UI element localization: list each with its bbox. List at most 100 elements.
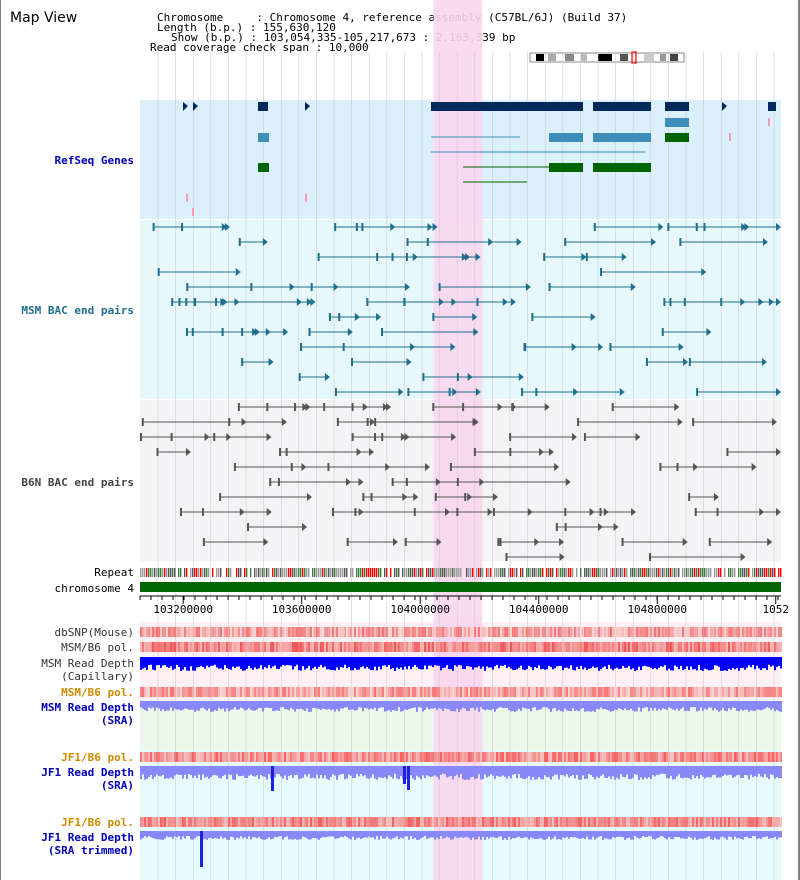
jf1-sra-depth-bar — [438, 766, 440, 780]
msm-depth-sra-label-1[interactable]: MSM Read Depth — [41, 701, 134, 714]
jf1-trimmed-depth-bar — [528, 831, 530, 840]
msm-b6-pol-sra-cell — [228, 687, 230, 697]
msm-capillary-depth-bar — [198, 657, 200, 667]
msm-sra-depth-bar — [630, 701, 632, 709]
msm-sra-depth-bar — [774, 701, 776, 712]
msm-b6-pol-label[interactable]: MSM/B6 pol. — [61, 641, 134, 654]
dbsnp-cell — [446, 627, 448, 637]
msm-capillary-depth-bar — [736, 657, 738, 669]
repeat-mark — [538, 568, 540, 577]
msm-sra-depth-bar — [610, 701, 612, 712]
msm-b6-pol-sra-cell — [772, 687, 774, 697]
msm-sra-depth-bar — [208, 701, 210, 709]
jf1-b6-pol-cell — [558, 752, 560, 762]
msm-b6-pol-sra-label[interactable]: MSM/B6 pol. — [61, 686, 134, 699]
jf1-b6-pol-cell — [324, 752, 326, 762]
msm-b6-pol-sra-cell — [730, 687, 732, 697]
dbsnp-cell — [394, 627, 396, 637]
jf1-b6-pol-trimmed-cell — [564, 817, 566, 827]
msm-capillary-depth-bar — [744, 657, 746, 670]
jf1-b6-pol-trimmed-cell — [288, 817, 290, 827]
msm-b6-pol-cell — [668, 642, 670, 652]
jf1-b6-pol-cell — [762, 752, 764, 762]
msm-capillary-depth-bar — [356, 657, 358, 670]
jf1-b6-pol-cell — [394, 752, 396, 762]
msm-b6-pol-cell — [372, 642, 374, 652]
msm-capillary-depth-bar — [304, 657, 306, 670]
msm-b6-pol-cell — [502, 642, 504, 652]
msm-capillary-depth-bar — [666, 657, 668, 671]
dbsnp-cell — [210, 627, 212, 637]
jf1-depth-sra-label-1[interactable]: JF1 Read Depth — [41, 766, 134, 779]
jf1-sra-depth-bar — [500, 766, 502, 777]
dbsnp-cell — [472, 627, 474, 637]
msm-b6-pol-sra-cell — [146, 687, 148, 697]
jf1-b6-pol-trimmed-cell — [174, 817, 176, 827]
msm-capillary-depth-bar — [564, 657, 566, 668]
dbsnp-cell — [238, 627, 240, 637]
msm-b6-pol-cell — [144, 642, 146, 652]
jf1-b6-pol-label[interactable]: JF1/B6 pol. — [61, 751, 134, 764]
jf1-sra-depth-bar — [412, 766, 414, 779]
msm-b6-pol-sra-cell — [180, 687, 182, 697]
dbsnp-label[interactable]: dbSNP(Mouse) — [54, 626, 134, 639]
dbsnp-cell — [202, 627, 204, 637]
refseq-genes-label[interactable]: RefSeq Genes — [54, 154, 134, 167]
jf1-sra-depth-bar — [708, 766, 710, 778]
jf1-b6-pol-cell — [570, 752, 572, 762]
jf1-sra-depth-bar — [174, 766, 176, 776]
jf1-b6-pol-cell — [462, 752, 464, 762]
msm-b6-pol-cell — [164, 642, 166, 652]
msm-bac-pair-end — [585, 253, 588, 261]
jf1-b6-pol-trimmed-cell — [560, 817, 562, 827]
msm-capillary-depth-bar — [448, 657, 450, 670]
msm-b6-pol-sra-cell — [648, 687, 650, 697]
span-info-row: Read coverage check span : 10,000 — [150, 41, 369, 54]
msm-capillary-depth-bar — [678, 657, 680, 670]
jf1-b6-pol-cell — [266, 752, 268, 762]
msm-sra-depth-bar — [240, 701, 242, 708]
msm-sra-depth-bar — [166, 701, 168, 711]
jf1-b6-pol-trimmed-cell — [726, 817, 728, 827]
jf1-trimmed-depth-bar — [570, 831, 572, 837]
dbsnp-cell — [574, 627, 576, 637]
jf1-b6-pol-trimmed-label[interactable]: JF1/B6 pol. — [61, 816, 134, 829]
msm-sra-depth-bar — [386, 701, 388, 711]
jf1-trimmed-depth-bar — [344, 831, 346, 837]
jf1-b6-pol-trimmed-cell — [764, 817, 766, 827]
jf1-trimmed-depth-bar — [654, 831, 656, 840]
dbsnp-cell — [260, 627, 262, 637]
ideogram-band — [581, 54, 587, 61]
msm-bac-label[interactable]: MSM BAC end pairs — [21, 304, 134, 317]
msm-b6-pol-cell — [218, 642, 220, 652]
jf1-trimmed-depth-bar — [236, 831, 238, 838]
gene-tick — [305, 102, 310, 111]
msm-b6-pol-sra-cell — [202, 687, 204, 697]
jf1-sra-depth-bar — [386, 766, 388, 779]
repeat-mark — [298, 568, 300, 577]
msm-b6-pol-cell — [384, 642, 386, 652]
gene-block — [549, 102, 583, 111]
jf1-trimmed-depth-bar — [746, 831, 748, 837]
dbsnp-cell — [404, 627, 406, 637]
jf1-b6-pol-trimmed-cell — [696, 817, 698, 827]
jf1-trimmed-depth-bar — [376, 831, 378, 837]
page-title: Map View — [10, 10, 78, 26]
jf1-trimmed-depth-bar — [234, 831, 236, 840]
msm-bac-pair-end — [334, 388, 337, 396]
msm-capillary-depth-bar — [498, 657, 500, 669]
jf1-depth-trimmed-label-1[interactable]: JF1 Read Depth — [41, 831, 134, 844]
repeat-mark — [244, 568, 246, 577]
jf1-b6-pol-trimmed-cell — [770, 817, 772, 827]
msm-b6-pol-cell — [366, 642, 368, 652]
msm-b6-pol-sra-cell — [510, 687, 512, 697]
jf1-sra-depth-bar — [662, 766, 664, 774]
dbsnp-cell — [424, 627, 426, 637]
msm-sra-depth-bar — [654, 701, 656, 708]
jf1-b6-pol-cell — [606, 752, 608, 762]
msm-sra-depth-bar — [234, 701, 236, 708]
b6n-bac-label[interactable]: B6N BAC end pairs — [21, 476, 134, 489]
msm-capillary-depth-bar — [430, 657, 432, 666]
msm-depth-capillary-label-1[interactable]: MSM Read Depth — [41, 657, 134, 670]
